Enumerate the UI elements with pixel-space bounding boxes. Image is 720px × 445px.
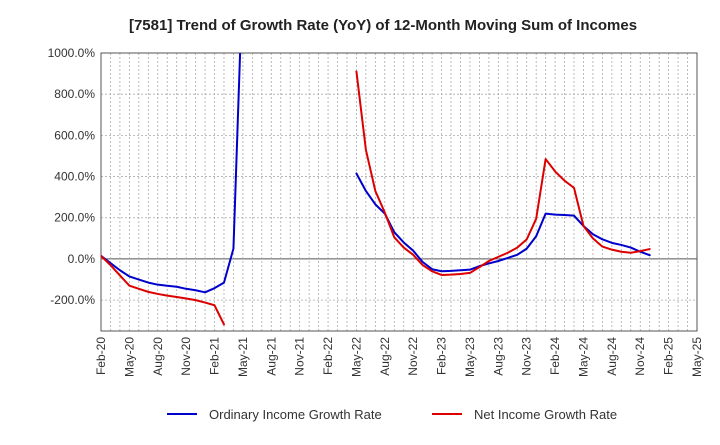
series-line-net-income bbox=[355, 70, 651, 276]
legend-label-net-income: Net Income Growth Rate bbox=[474, 407, 617, 422]
x-tick-label: Feb-21 bbox=[208, 337, 222, 375]
legend-label-ordinary-income: Ordinary Income Growth Rate bbox=[209, 407, 382, 422]
series-clip-group bbox=[101, 53, 651, 326]
x-tick-label: Nov-22 bbox=[406, 337, 420, 376]
x-tick-label: Aug-23 bbox=[491, 337, 505, 376]
x-tick-label: Feb-22 bbox=[321, 337, 335, 375]
x-tick-label: Nov-23 bbox=[520, 337, 534, 376]
x-tick-label: Feb-20 bbox=[94, 337, 108, 375]
y-tick-label: 0.0% bbox=[68, 252, 96, 266]
x-tick-label: May-24 bbox=[576, 337, 590, 377]
x-tick-label: Aug-20 bbox=[151, 337, 165, 376]
x-tick-label: Aug-22 bbox=[378, 337, 392, 376]
y-tick-label: 600.0% bbox=[54, 128, 95, 142]
y-tick-label: 1000.0% bbox=[48, 46, 96, 60]
x-tick-label: May-25 bbox=[690, 337, 704, 377]
x-tick-label: Nov-21 bbox=[293, 337, 307, 376]
y-tick-label: 400.0% bbox=[54, 170, 95, 184]
x-tick-label: May-21 bbox=[236, 337, 250, 377]
y-tick-label: -200.0% bbox=[50, 293, 95, 307]
x-tick-label: Aug-24 bbox=[605, 337, 619, 376]
chart-title: [7581] Trend of Growth Rate (YoY) of 12-… bbox=[129, 17, 637, 34]
y-tick-label: 800.0% bbox=[54, 87, 95, 101]
x-tick-label: May-23 bbox=[463, 337, 477, 377]
x-tick-label: May-22 bbox=[349, 337, 363, 377]
x-tick-label: Nov-24 bbox=[633, 337, 647, 376]
y-tick-label: 200.0% bbox=[54, 211, 95, 225]
series-layer bbox=[101, 53, 651, 326]
x-tick-label: Feb-25 bbox=[662, 337, 676, 375]
plot-frame bbox=[100, 52, 698, 332]
series-line-net-income bbox=[101, 254, 225, 326]
x-tick-label: Feb-24 bbox=[548, 337, 562, 375]
series-line-ordinary-income bbox=[101, 53, 242, 294]
axis-layer: 1000.0% 800.0% 600.0% 400.0% 200.0% 0.0% -200.… bbox=[48, 46, 704, 377]
x-tick-label: May-20 bbox=[122, 337, 136, 377]
x-tick-label: Aug-21 bbox=[264, 337, 278, 376]
x-tick-label: Nov-20 bbox=[179, 337, 193, 376]
x-tick-label: Feb-23 bbox=[435, 337, 449, 375]
series-line-ordinary-income bbox=[355, 172, 651, 273]
legend: Ordinary Income Growth Rate Net Income G… bbox=[167, 407, 617, 422]
